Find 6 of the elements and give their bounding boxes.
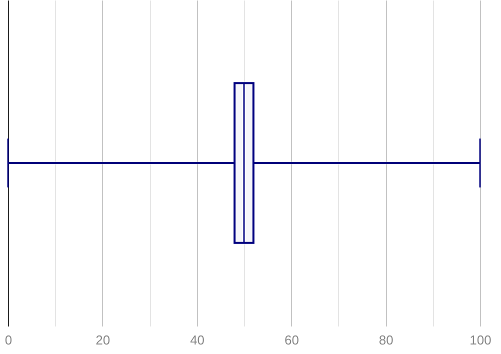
x-tick-label: 0 [4,332,12,348]
x-tick-label: 80 [378,332,394,348]
x-tick-label: 20 [96,332,110,348]
x-tick-label: 40 [190,332,205,348]
x-tick-label: 100 [470,332,492,348]
x-tick-label: 60 [284,332,299,348]
